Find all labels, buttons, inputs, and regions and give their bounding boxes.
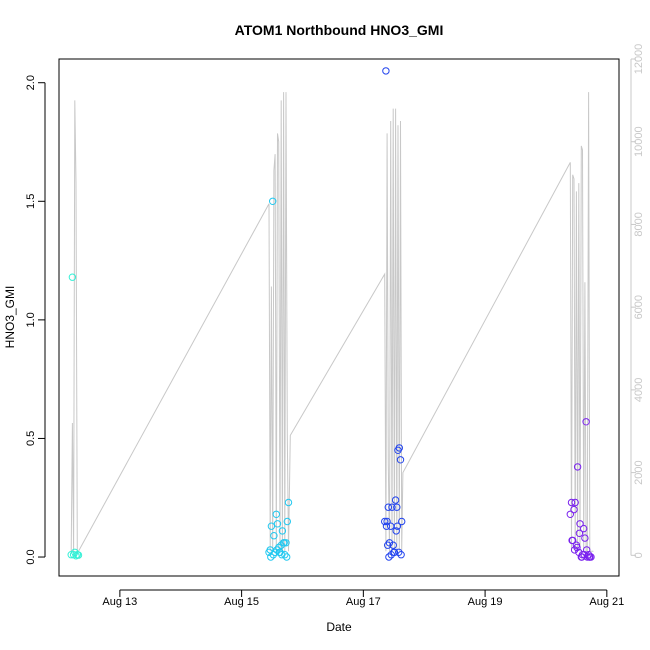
data-point-series-2 [273,520,282,528]
data-point-series-4 [576,520,584,528]
data-point-series-3 [395,444,403,452]
chart-title: ATOM1 Northbound HNO3_GMI [235,22,444,38]
data-point-series-4 [568,536,576,545]
x-tick-label: Aug 17 [346,596,381,608]
data-point-series-3 [382,522,391,530]
y-tick-label: 2.0 [25,75,37,90]
x-tick-label: Aug 15 [224,596,259,608]
data-point-series-2 [272,510,280,518]
data-point-series-3 [381,517,389,526]
data-point-series-2 [267,553,275,561]
y2-tick-label: 0 [633,552,645,558]
data-point-series-2 [270,532,278,540]
y2-tick-label: 10000 [633,126,645,157]
data-point-series-4 [582,418,590,426]
data-point-series-4 [573,543,581,552]
data-point-series-2 [284,498,293,507]
data-point-series-4 [573,463,582,471]
data-point-series-4 [581,534,589,542]
data-point-series-2 [275,543,283,552]
y2-tick-label: 4000 [633,378,645,402]
data-point-series-4 [585,553,593,561]
data-point-series-1 [74,551,83,559]
x-tick-label: Aug 21 [589,596,624,608]
data-point-series-4 [571,498,579,507]
x-axis-label: Date [326,620,352,634]
data-point-series-4 [567,498,576,507]
data-point-series-3 [385,539,394,547]
y-tick-label: 0.0 [25,549,37,564]
y-tick-label: 1.0 [25,312,37,327]
data-point-series-4 [575,529,584,537]
data-point-series-4 [570,546,579,554]
data-point-series-3 [390,548,398,556]
plot-frame-layer [58,58,620,577]
data-point-series-2 [275,548,283,556]
plot-frame [58,58,620,577]
data-point-series-3 [393,522,402,530]
data-point-series-3 [384,541,392,549]
data-point-series-4 [578,553,586,561]
y-tick-label: 1.5 [25,194,37,209]
data-point-series-3 [392,527,400,535]
data-point-series-2 [283,517,291,526]
data-point-series-3 [397,551,405,559]
data-point-series-3 [391,496,400,504]
data-point-series-2 [278,527,287,535]
data-point-series-3 [383,517,391,526]
y2-tick-label: 6000 [633,295,645,319]
data-point-series-2 [273,546,281,554]
data-point-series-2 [280,539,288,547]
data-point-series-3 [387,551,395,559]
data-point-series-3 [384,503,392,511]
x-tick-label: Aug 19 [468,596,503,608]
y-axis-label: HNO3_GMI [3,286,17,349]
data-point-series-3 [395,548,403,556]
data-point-series-1 [68,273,77,281]
data-point-series-2 [271,548,279,556]
altitude-line-layer [70,92,594,552]
data-point-series-4 [566,510,574,518]
data-point-series-4 [570,505,578,514]
y-tick-label: 0.5 [25,431,37,446]
data-point-series-4 [580,524,588,533]
data-point-series-2 [269,197,277,206]
data-point-series-2 [283,553,291,561]
data-point-series-3 [393,503,401,511]
data-point-series-3 [388,503,396,511]
y2-tick-label: 12000 [633,44,645,75]
altitude-line [70,92,594,552]
axes-layer: Aug 13 Aug 15 Aug 17 Aug 19 Aug 21 0.0 0.5 1.0 1… [25,44,645,608]
points-layer [67,67,595,561]
data-point-series-3 [389,541,397,549]
data-point-series-3 [382,67,390,75]
x-tick-label: Aug 13 [102,596,137,608]
data-point-series-3 [385,553,393,561]
y2-tick-label: 2000 [633,460,645,484]
y2-tick-label: 8000 [633,212,645,236]
data-point-series-3 [398,517,406,526]
data-point-series-2 [267,522,276,530]
data-point-series-3 [396,456,405,464]
data-point-series-4 [583,546,591,554]
